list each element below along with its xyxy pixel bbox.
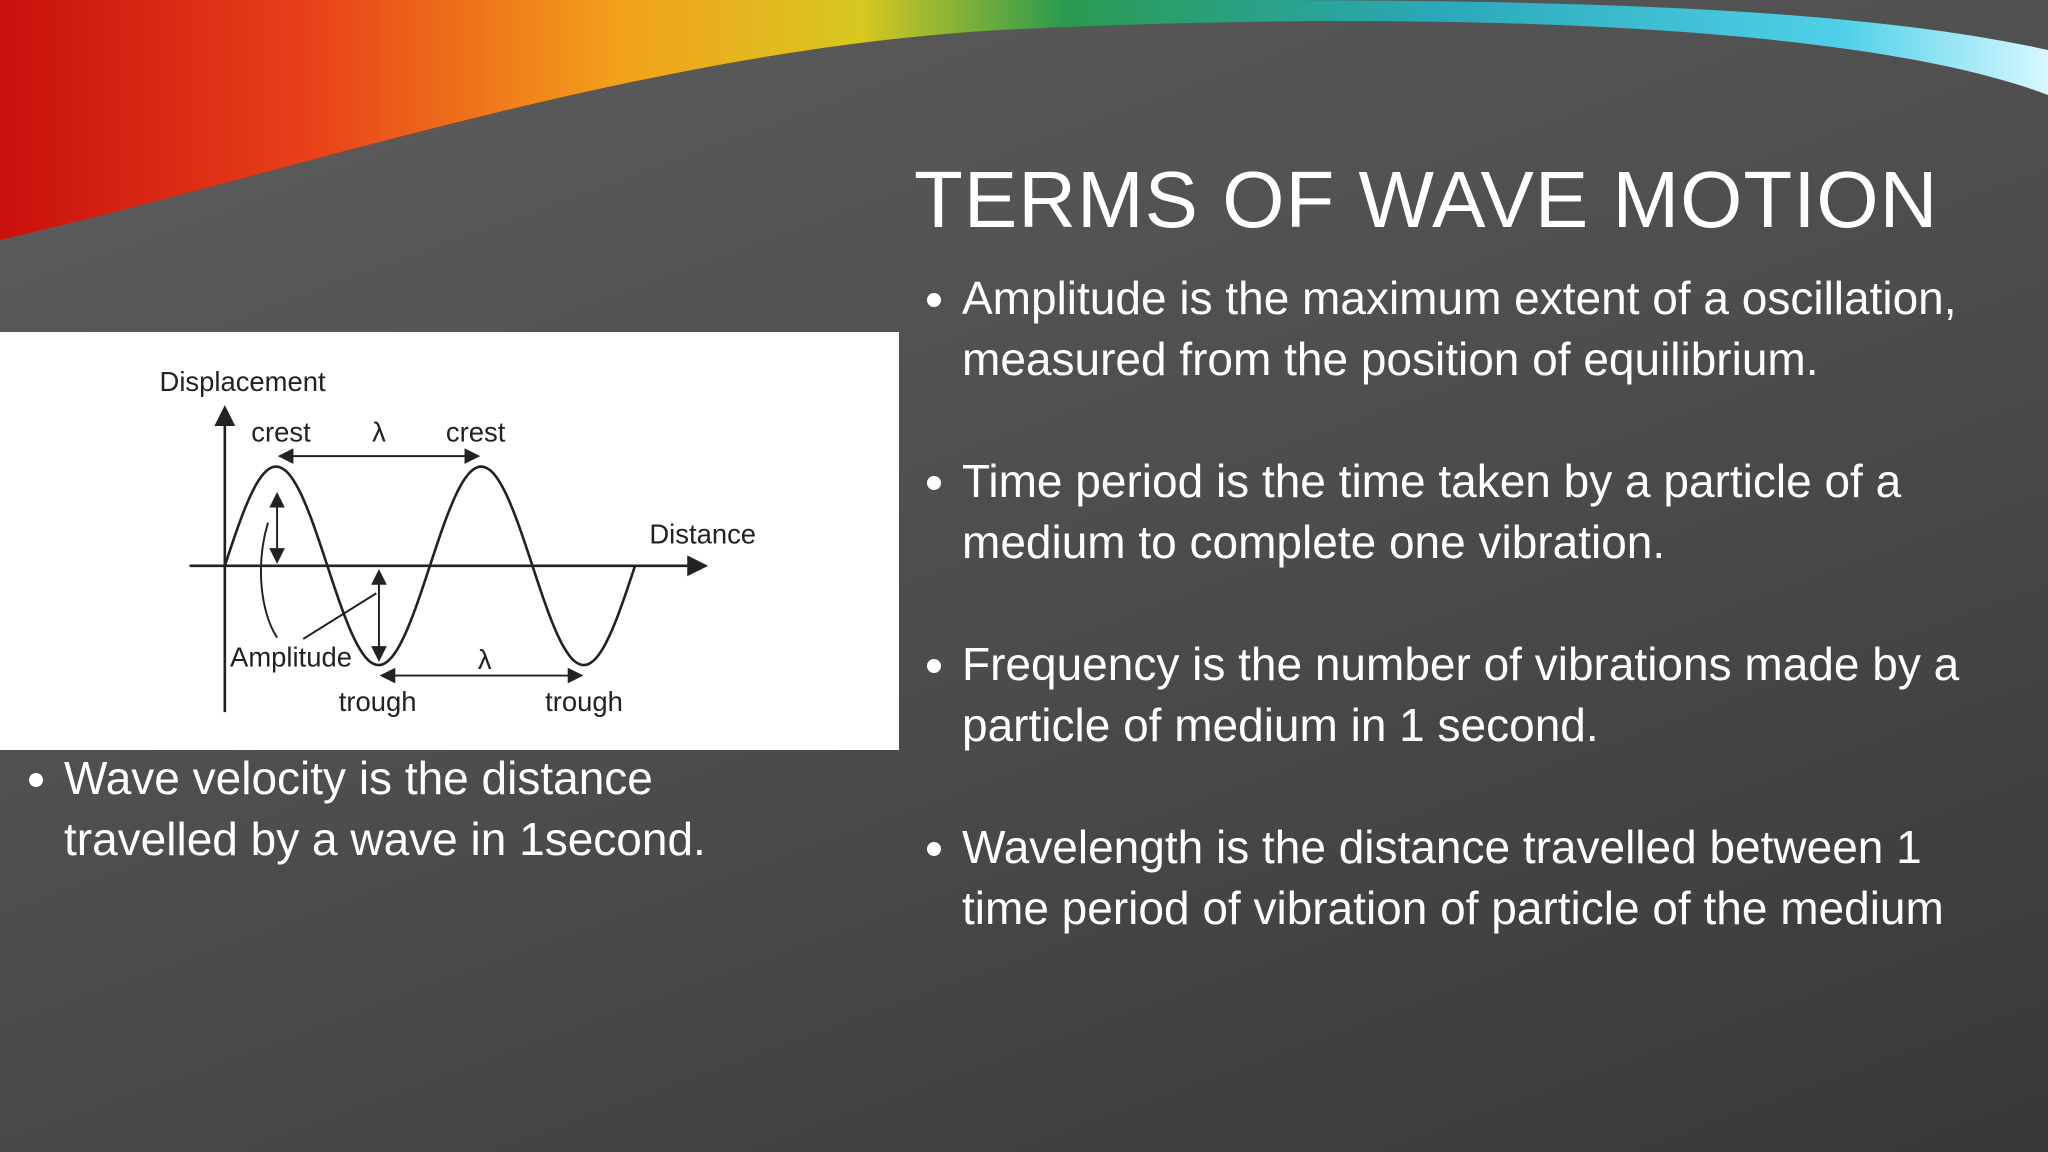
amplitude-label: Amplitude [230,641,352,672]
pointer [260,522,278,639]
bullet: Amplitude is the maximum extent of a osc… [962,268,1992,390]
wavelength-label: λ [478,644,492,675]
x-axis-label: Distance [649,519,756,550]
bullet: Wave velocity is the distance travelled … [64,748,794,870]
wave-curve [223,465,637,667]
bullet-list: Wave velocity is the distance travelled … [14,748,794,870]
wave-figure: Displacement Distance crest crest λ λ Am… [160,366,757,717]
bullet: Time period is the time taken by a parti… [962,451,1992,573]
bullet: Frequency is the number of vibrations ma… [962,634,1992,756]
color-band [0,0,2048,240]
slide-title: TERMS OF WAVE MOTION [914,155,1939,244]
wave-diagram: Displacement Distance crest crest λ λ Am… [0,332,899,750]
wavelength-label: λ [372,417,386,448]
trough-label: trough [545,686,623,717]
pointer [302,592,377,640]
bullet: Wavelength is the distance travelled bet… [962,817,1992,939]
y-axis-label: Displacement [160,366,327,397]
crest-label: crest [251,417,311,448]
trough-label: trough [339,686,417,717]
crest-label: crest [446,417,506,448]
bullet-list: Amplitude is the maximum extent of a osc… [912,268,1992,1000]
